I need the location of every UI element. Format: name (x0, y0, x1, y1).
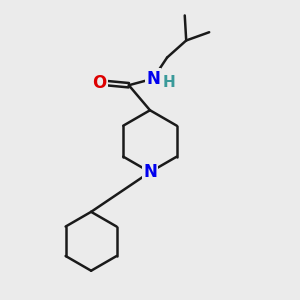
Text: N: N (146, 70, 160, 88)
Text: H: H (163, 75, 175, 90)
Text: N: N (143, 163, 157, 181)
Text: O: O (92, 74, 106, 92)
